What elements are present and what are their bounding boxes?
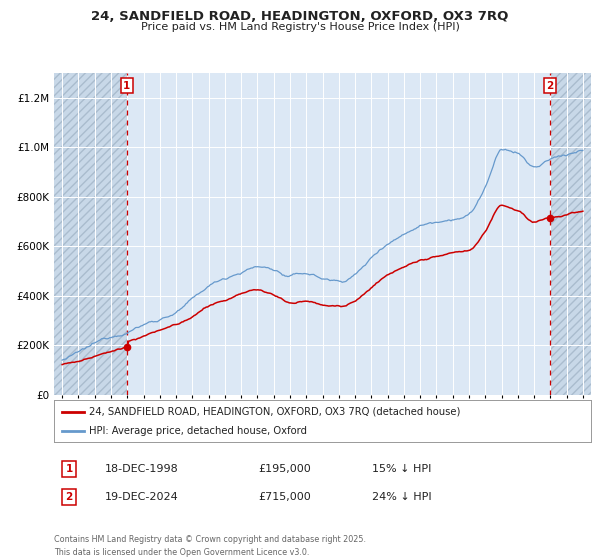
Text: 19-DEC-2024: 19-DEC-2024	[105, 492, 179, 502]
Text: 24% ↓ HPI: 24% ↓ HPI	[372, 492, 431, 502]
Text: £715,000: £715,000	[258, 492, 311, 502]
Text: Price paid vs. HM Land Registry's House Price Index (HPI): Price paid vs. HM Land Registry's House …	[140, 22, 460, 32]
Text: 15% ↓ HPI: 15% ↓ HPI	[372, 464, 431, 474]
Text: 2: 2	[65, 492, 73, 502]
Bar	[550, 73, 591, 395]
Text: 18-DEC-1998: 18-DEC-1998	[105, 464, 179, 474]
Bar	[54, 73, 127, 395]
Text: £195,000: £195,000	[258, 464, 311, 474]
Text: 2: 2	[546, 81, 553, 91]
Text: 24, SANDFIELD ROAD, HEADINGTON, OXFORD, OX3 7RQ: 24, SANDFIELD ROAD, HEADINGTON, OXFORD, …	[91, 10, 509, 23]
Text: 1: 1	[123, 81, 130, 91]
Text: 1: 1	[65, 464, 73, 474]
Text: Contains HM Land Registry data © Crown copyright and database right 2025.
This d: Contains HM Land Registry data © Crown c…	[54, 535, 366, 557]
Text: 24, SANDFIELD ROAD, HEADINGTON, OXFORD, OX3 7RQ (detached house): 24, SANDFIELD ROAD, HEADINGTON, OXFORD, …	[89, 407, 460, 417]
Text: HPI: Average price, detached house, Oxford: HPI: Average price, detached house, Oxfo…	[89, 426, 307, 436]
